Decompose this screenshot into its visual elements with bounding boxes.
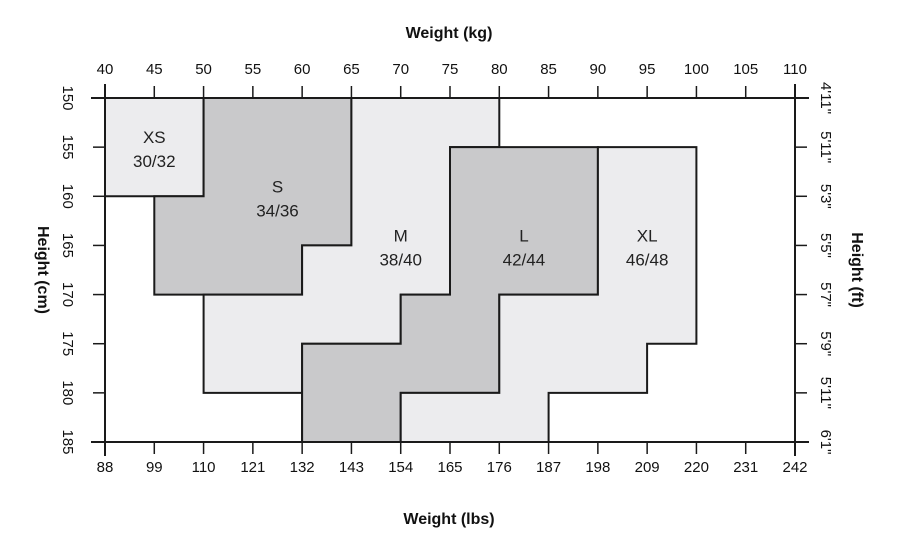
left-tick-label: 185 (59, 429, 76, 454)
left-axis-title: Height (cm) (34, 226, 51, 314)
top-tick-label: 85 (540, 61, 557, 78)
right-tick-label: 5'5" (817, 233, 834, 258)
bottom-tick-label: 143 (339, 459, 364, 476)
zone-xs-size-label: XS (143, 128, 166, 147)
right-tick-label: 6'1" (817, 430, 834, 455)
top-tick-label: 105 (733, 61, 758, 78)
zone-xs-eu-label: 30/32 (133, 152, 176, 171)
bottom-tick-label: 165 (437, 459, 462, 476)
top-tick-label: 110 (783, 61, 807, 78)
zones-layer (104, 97, 698, 443)
zone-m-size-label: M (394, 226, 408, 245)
zone-xl-eu-label: 46/48 (626, 250, 669, 269)
left-tick-label: 175 (59, 331, 76, 356)
bottom-tick-label: 198 (585, 459, 610, 476)
top-tick-label: 100 (684, 61, 709, 78)
top-tick-label: 80 (491, 61, 508, 78)
right-tick-label: 5'7" (817, 282, 834, 307)
zone-labels: XS 30/32 S 34/36 M 38/40 L 42/44 XL 46/48 (133, 128, 668, 269)
zone-l-eu-label: 42/44 (503, 250, 546, 269)
zone-l-size-label: L (519, 226, 528, 245)
bottom-tick-label: 187 (536, 459, 561, 476)
left-tick-label: 150 (59, 85, 76, 110)
bottom-tick-label: 110 (192, 459, 216, 476)
top-tick-label: 95 (639, 61, 656, 78)
bottom-tick-label: 99 (146, 459, 163, 476)
zone-xl-size-label: XL (637, 226, 658, 245)
top-tick-label: 50 (195, 61, 212, 78)
top-tick-label: 60 (294, 61, 311, 78)
right-tick-label: 5'9" (817, 331, 834, 356)
bottom-tick-label: 154 (388, 459, 413, 476)
left-tick-label: 155 (59, 135, 76, 160)
right-tick-label: 5'3" (817, 184, 834, 209)
zone-s-eu-label: 34/36 (256, 201, 299, 220)
bottom-tick-label: 121 (240, 459, 265, 476)
top-tick-label: 55 (245, 61, 262, 78)
left-tick-label: 170 (59, 282, 76, 307)
bottom-tick-label: 231 (733, 459, 758, 476)
zone-m-eu-label: 38/40 (379, 250, 422, 269)
right-tick-label: 4'11" (817, 82, 834, 114)
right-tick-label: 5'11" (817, 377, 834, 409)
top-axis-title: Weight (kg) (406, 25, 493, 42)
right-tick-label: 5'11" (817, 131, 834, 163)
bottom-tick-label: 176 (487, 459, 512, 476)
top-tick-label: 45 (146, 61, 163, 78)
left-tick-label: 165 (59, 233, 76, 258)
top-tick-label: 90 (590, 61, 607, 78)
bottom-axis-title: Weight (lbs) (403, 511, 494, 528)
bottom-tick-label: 209 (635, 459, 660, 476)
top-tick-label: 75 (442, 61, 459, 78)
top-tick-label: 65 (343, 61, 360, 78)
left-tick-label: 160 (59, 184, 76, 209)
axis-ticks: 40 45 50 55 60 65 70 75 80 85 90 95 100 105 110 88 99 110… (59, 61, 834, 476)
top-tick-label: 70 (392, 61, 409, 78)
zone-s-size-label: S (272, 177, 283, 196)
bottom-tick-label: 88 (97, 459, 114, 476)
left-tick-label: 180 (59, 380, 76, 405)
right-axis-title: Height (ft) (848, 232, 865, 308)
top-tick-label: 40 (97, 61, 114, 78)
bottom-tick-label: 132 (290, 459, 315, 476)
bottom-tick-label: 242 (782, 459, 807, 476)
bottom-tick-label: 220 (684, 459, 709, 476)
